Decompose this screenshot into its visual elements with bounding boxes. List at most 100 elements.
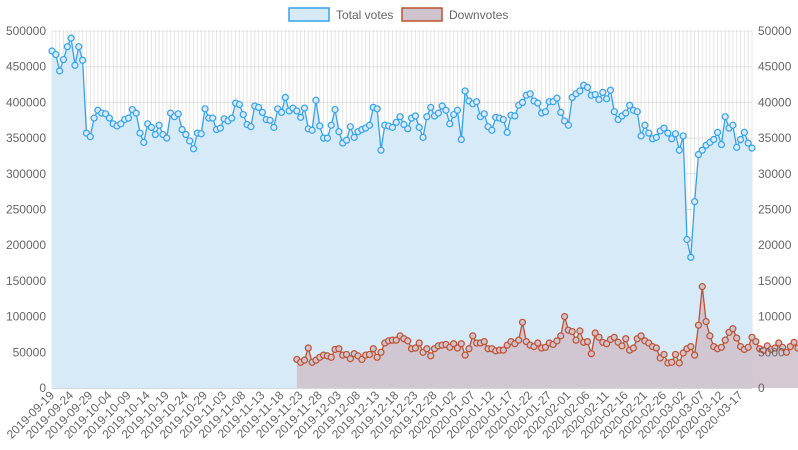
point-series-2[interactable]: [694, 321, 703, 329]
point-series-2[interactable]: [404, 337, 412, 345]
point-series-1[interactable]: [281, 93, 289, 102]
point-series-2[interactable]: [469, 332, 477, 340]
point-series-2[interactable]: [702, 318, 710, 326]
point-series-1[interactable]: [499, 115, 507, 124]
point-series-2[interactable]: [342, 350, 351, 359]
point-series-2[interactable]: [733, 334, 741, 342]
point-series-2[interactable]: [622, 335, 630, 343]
point-series-1[interactable]: [228, 114, 236, 122]
point-series-1[interactable]: [683, 235, 691, 244]
point-series-2[interactable]: [465, 345, 473, 353]
point-series-2[interactable]: [377, 348, 385, 356]
legend-label-1[interactable]: Total votes: [336, 8, 393, 22]
point-series-1[interactable]: [331, 105, 339, 114]
point-series-2[interactable]: [782, 348, 791, 356]
point-series-1[interactable]: [450, 110, 458, 119]
point-series-1[interactable]: [247, 123, 255, 131]
point-series-2[interactable]: [729, 325, 737, 333]
point-series-2[interactable]: [499, 346, 507, 354]
point-series-1[interactable]: [323, 134, 332, 142]
point-series-2[interactable]: [450, 340, 458, 348]
point-series-1[interactable]: [518, 98, 527, 107]
point-series-2[interactable]: [675, 359, 683, 367]
point-series-2[interactable]: [480, 337, 488, 346]
point-series-1[interactable]: [151, 130, 159, 139]
point-series-1[interactable]: [270, 123, 278, 131]
point-series-2[interactable]: [717, 343, 726, 351]
point-series-1[interactable]: [668, 135, 676, 143]
point-series-2[interactable]: [775, 339, 783, 347]
point-series-1[interactable]: [258, 108, 266, 117]
point-series-2[interactable]: [560, 313, 569, 321]
point-series-2[interactable]: [629, 344, 638, 352]
point-series-2[interactable]: [752, 337, 760, 346]
point-series-1[interactable]: [733, 143, 741, 151]
point-series-2[interactable]: [790, 338, 798, 346]
point-series-1[interactable]: [480, 110, 488, 118]
point-series-2[interactable]: [660, 350, 668, 359]
point-series-1[interactable]: [293, 107, 301, 115]
legend-swatch-2[interactable]: [401, 7, 443, 22]
point-series-1[interactable]: [124, 114, 133, 122]
point-series-2[interactable]: [427, 352, 435, 360]
point-series-1[interactable]: [625, 101, 634, 109]
point-series-1[interactable]: [316, 122, 324, 130]
point-series-1[interactable]: [300, 104, 309, 112]
point-series-1[interactable]: [327, 121, 335, 129]
point-series-2[interactable]: [457, 340, 465, 348]
point-series-2[interactable]: [327, 353, 335, 361]
point-series-1[interactable]: [453, 106, 462, 114]
point-series-1[interactable]: [729, 121, 737, 129]
point-series-1[interactable]: [174, 110, 182, 118]
point-series-1[interactable]: [526, 90, 534, 98]
point-series-2[interactable]: [576, 327, 584, 335]
point-series-1[interactable]: [534, 99, 542, 107]
point-series-1[interactable]: [239, 110, 247, 119]
point-series-2[interactable]: [568, 327, 576, 336]
point-series-1[interactable]: [694, 150, 703, 159]
point-series-1[interactable]: [622, 109, 630, 117]
point-series-1[interactable]: [748, 144, 756, 152]
point-series-2[interactable]: [698, 283, 706, 291]
point-series-1[interactable]: [155, 121, 163, 129]
point-series-1[interactable]: [186, 137, 194, 145]
point-series-2[interactable]: [335, 345, 343, 353]
point-series-2[interactable]: [587, 350, 595, 358]
point-series-2[interactable]: [668, 358, 676, 366]
point-series-1[interactable]: [182, 130, 190, 139]
point-series-1[interactable]: [713, 128, 722, 136]
point-series-1[interactable]: [201, 105, 209, 113]
point-series-1[interactable]: [140, 138, 148, 146]
point-series-2[interactable]: [691, 351, 699, 359]
point-series-2[interactable]: [583, 337, 592, 346]
point-series-1[interactable]: [457, 135, 465, 144]
point-series-1[interactable]: [438, 102, 446, 110]
point-series-2[interactable]: [759, 346, 768, 354]
point-series-1[interactable]: [377, 146, 385, 154]
point-series-1[interactable]: [117, 120, 125, 128]
point-series-2[interactable]: [687, 342, 695, 351]
point-series-1[interactable]: [197, 130, 205, 138]
point-series-1[interactable]: [599, 88, 607, 97]
point-series-1[interactable]: [415, 123, 423, 131]
point-series-1[interactable]: [235, 100, 244, 109]
point-series-1[interactable]: [63, 43, 71, 51]
point-series-1[interactable]: [163, 134, 171, 142]
point-series-2[interactable]: [652, 344, 660, 352]
legend-swatch-1[interactable]: [288, 7, 330, 22]
point-series-1[interactable]: [553, 94, 561, 102]
point-series-2[interactable]: [618, 342, 626, 350]
point-series-1[interactable]: [511, 112, 519, 120]
point-series-2[interactable]: [771, 344, 779, 352]
point-series-1[interactable]: [266, 116, 274, 124]
legend-label-2[interactable]: Downvotes: [449, 8, 508, 22]
point-series-2[interactable]: [553, 337, 561, 345]
point-series-1[interactable]: [633, 108, 641, 116]
point-series-1[interactable]: [671, 130, 680, 138]
point-series-1[interactable]: [75, 43, 83, 51]
point-series-1[interactable]: [297, 113, 305, 121]
point-series-2[interactable]: [300, 356, 309, 364]
point-series-1[interactable]: [664, 129, 672, 137]
point-series-1[interactable]: [603, 95, 611, 103]
point-series-1[interactable]: [744, 139, 752, 147]
